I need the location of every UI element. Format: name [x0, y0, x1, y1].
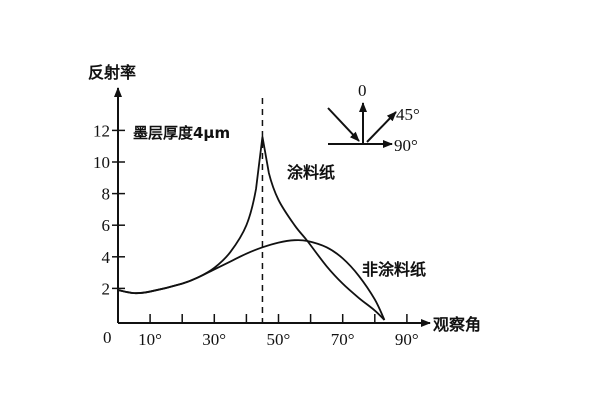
y-tick-label: 2 — [102, 279, 111, 298]
x-tick-label: 90° — [395, 330, 419, 349]
y-tick-label: 6 — [102, 216, 111, 235]
y-axis-label: 反射率 — [88, 63, 136, 82]
y-tick-label: 10 — [93, 153, 110, 172]
uncoated-paper-curve — [117, 239, 386, 321]
coated-paper-label: 涂料纸 — [287, 163, 335, 182]
x-axis-label: 观察角 — [433, 315, 481, 334]
uncoated-paper-label: 非涂料纸 — [362, 260, 426, 279]
x-tick-label: 10° — [138, 330, 162, 349]
angle-inset-diagram: 0 45° 90° — [327, 81, 420, 155]
inset-45-arrow — [366, 111, 397, 143]
coated-paper-curve — [117, 136, 386, 321]
inset-label-45: 45° — [396, 105, 420, 124]
peak-annotation: 墨层厚度4μm — [133, 124, 230, 142]
inset-label-90: 90° — [394, 136, 418, 155]
x-tick-label: 30° — [202, 330, 226, 349]
y-tick-label: 4 — [102, 248, 111, 267]
inset-label-0: 0 — [358, 81, 367, 100]
y-tick-label: 8 — [102, 185, 111, 204]
inset-incident-arrow — [327, 107, 360, 142]
origin-label: 0 — [103, 328, 112, 347]
y-tick-label: 12 — [93, 121, 110, 140]
x-tick-label: 70° — [331, 330, 355, 349]
x-tick-label: 50° — [267, 330, 291, 349]
